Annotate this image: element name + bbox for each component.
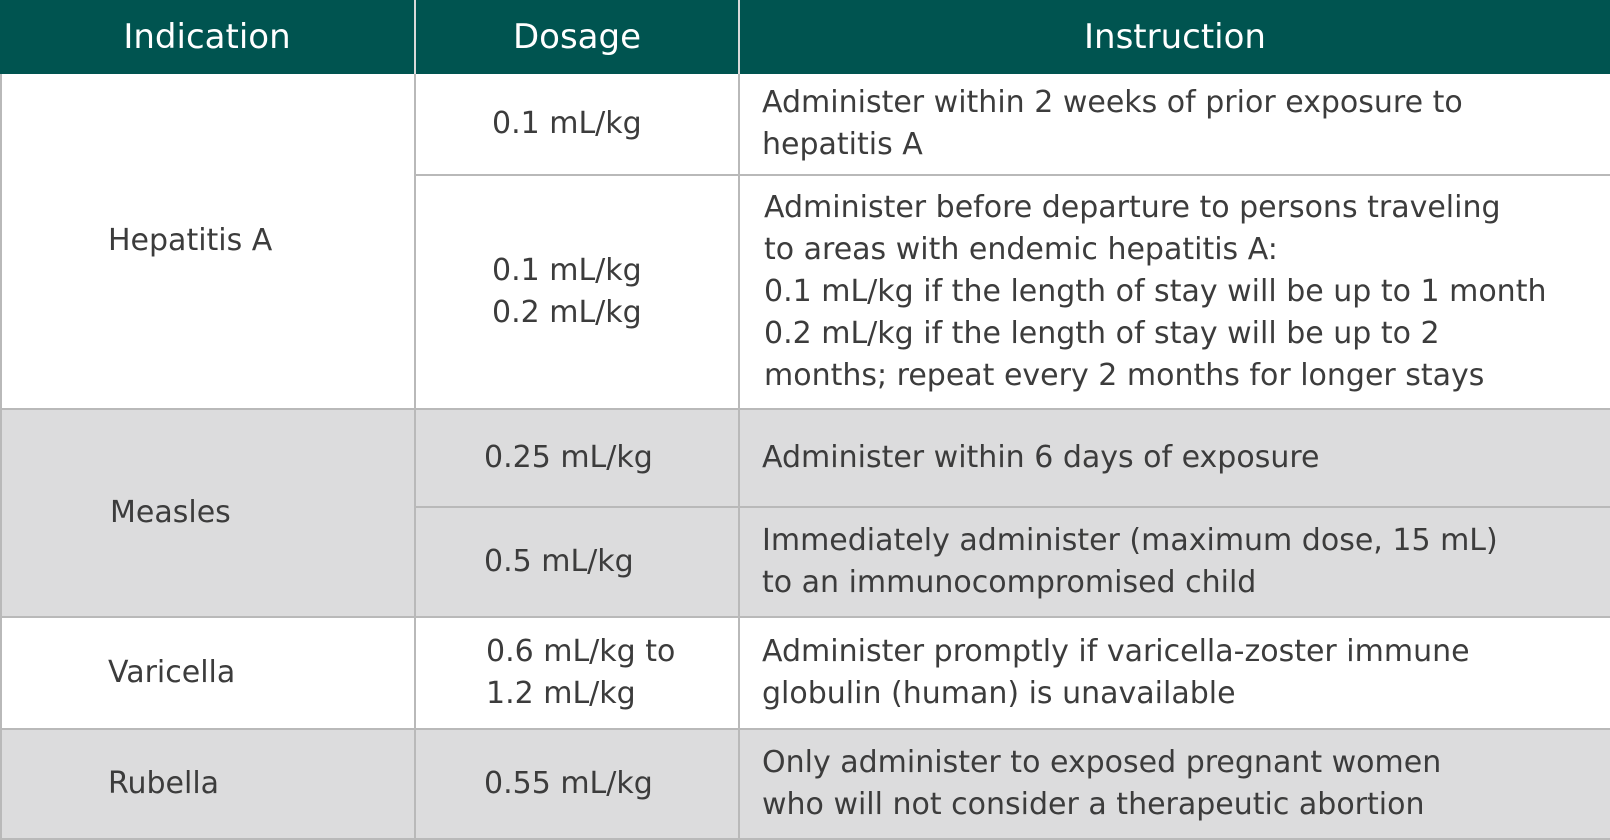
indication-hepatitis-a: Hepatitis A bbox=[0, 74, 416, 410]
dosage-value: 0.1 mL/kg 0.2 mL/kg bbox=[492, 253, 642, 330]
instruction-text: Administer before departure to persons t… bbox=[764, 190, 1547, 393]
table-row: Administer promptly if varicella-zoster … bbox=[740, 618, 1610, 730]
dosage-value: 0.6 mL/kg to 1.2 mL/kg bbox=[486, 634, 676, 711]
dosage-value: 0.55 mL/kg bbox=[484, 766, 653, 801]
table-row: 0.6 mL/kg to 1.2 mL/kg bbox=[416, 618, 740, 730]
indication-measles: Measles bbox=[0, 410, 416, 618]
indication-label: Measles bbox=[110, 495, 231, 530]
table-row: Administer within 6 days of exposure bbox=[740, 410, 1610, 508]
header-instruction: Instruction bbox=[740, 0, 1610, 74]
table-row: 0.1 mL/kg bbox=[416, 74, 740, 176]
indication-varicella: Varicella bbox=[0, 618, 416, 730]
instruction-text: Administer within 2 weeks of prior expos… bbox=[762, 85, 1463, 162]
dosage-value: 0.25 mL/kg bbox=[484, 440, 653, 475]
table-row: 0.5 mL/kg bbox=[416, 508, 740, 618]
table-row: 0.55 mL/kg bbox=[416, 730, 740, 840]
instruction-text: Only administer to exposed pregnant wome… bbox=[762, 745, 1442, 822]
table-row: 0.1 mL/kg 0.2 mL/kg bbox=[416, 176, 740, 410]
header-indication: Indication bbox=[0, 0, 416, 74]
dosage-value: 0.1 mL/kg bbox=[492, 106, 642, 141]
dosage-value: 0.5 mL/kg bbox=[484, 544, 634, 579]
instruction-text: Administer within 6 days of exposure bbox=[762, 440, 1320, 475]
header-dosage: Dosage bbox=[416, 0, 740, 74]
indication-label: Hepatitis A bbox=[108, 223, 273, 258]
table-row: Immediately administer (maximum dose, 15… bbox=[740, 508, 1610, 618]
indication-rubella: Rubella bbox=[0, 730, 416, 840]
table-row: Administer before departure to persons t… bbox=[740, 176, 1610, 410]
table-row: 0.25 mL/kg bbox=[416, 410, 740, 508]
table-row: Only administer to exposed pregnant wome… bbox=[740, 730, 1610, 840]
instruction-text: Administer promptly if varicella-zoster … bbox=[762, 634, 1470, 711]
indication-label: Varicella bbox=[108, 655, 236, 690]
indication-label: Rubella bbox=[108, 766, 220, 801]
instruction-text: Immediately administer (maximum dose, 15… bbox=[762, 523, 1498, 600]
table-row: Administer within 2 weeks of prior expos… bbox=[740, 74, 1610, 176]
